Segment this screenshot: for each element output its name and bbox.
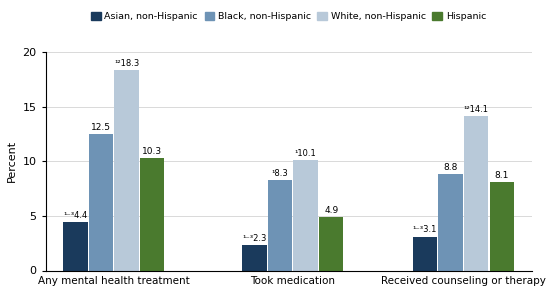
Text: 4.9: 4.9 xyxy=(324,206,338,215)
Text: ¹²14.1: ¹²14.1 xyxy=(464,105,489,114)
Text: ¹⁻³4.4: ¹⁻³4.4 xyxy=(63,211,87,220)
Bar xyxy=(268,180,292,270)
Text: 12.5: 12.5 xyxy=(91,123,111,132)
Text: 8.8: 8.8 xyxy=(444,163,458,172)
Y-axis label: Percent: Percent xyxy=(7,140,17,182)
Text: ¹²18.3: ¹²18.3 xyxy=(114,59,139,68)
Bar xyxy=(438,174,463,270)
Text: ¹⁻³3.1: ¹⁻³3.1 xyxy=(413,225,437,234)
Text: ¹⁻³2.3: ¹⁻³2.3 xyxy=(242,234,267,243)
Text: ¹10.1: ¹10.1 xyxy=(295,149,316,158)
Bar xyxy=(242,245,267,270)
Bar xyxy=(293,160,318,270)
Bar xyxy=(114,70,139,270)
Bar xyxy=(413,237,437,270)
Bar xyxy=(63,222,87,270)
Bar xyxy=(319,217,343,270)
Bar xyxy=(464,116,488,270)
Text: 8.1: 8.1 xyxy=(494,171,509,180)
Text: 10.3: 10.3 xyxy=(142,147,162,156)
Text: ¹8.3: ¹8.3 xyxy=(272,168,288,178)
Bar xyxy=(489,182,514,270)
Legend: Asian, non-Hispanic, Black, non-Hispanic, White, non-Hispanic, Hispanic: Asian, non-Hispanic, Black, non-Hispanic… xyxy=(87,8,490,25)
Bar xyxy=(140,158,164,270)
Bar xyxy=(89,134,113,270)
